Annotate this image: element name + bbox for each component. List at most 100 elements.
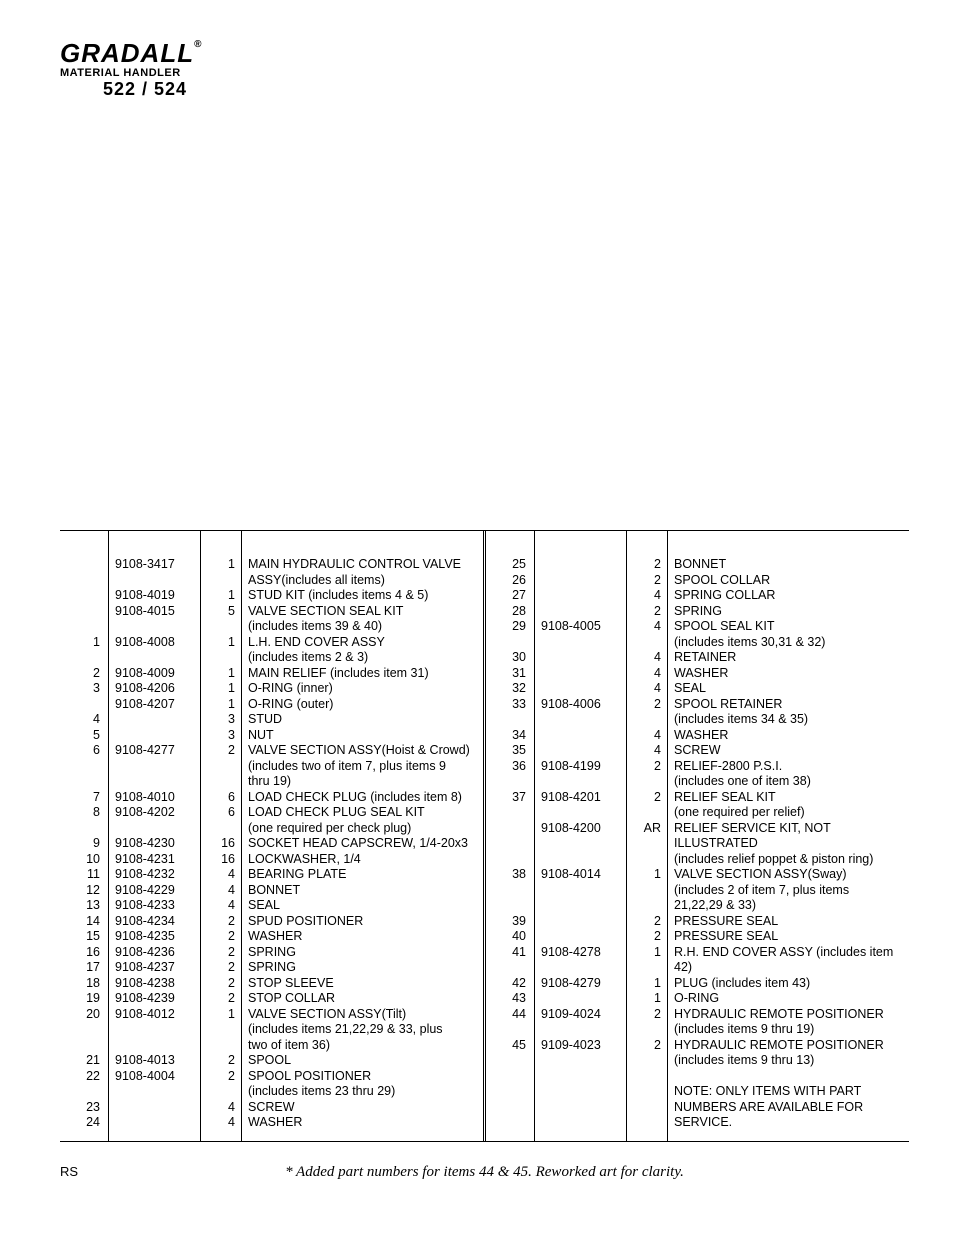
item-number: 44 <box>486 1007 526 1023</box>
quantity: AR <box>627 821 661 837</box>
quantity: 1 <box>201 666 235 682</box>
item-number: 41 <box>486 945 526 961</box>
description: SPRING <box>674 604 905 620</box>
quantity: 2 <box>627 759 661 775</box>
part-number: 9108-4200 <box>541 821 626 837</box>
part-number: 9108-4009 <box>115 666 200 682</box>
quantity: 2 <box>627 914 661 930</box>
description: LOCKWASHER, 1/4 <box>248 852 479 868</box>
item-number: 35 <box>486 743 526 759</box>
item-number: 30 <box>486 650 526 666</box>
item-number <box>60 588 100 604</box>
quantity: 3 <box>201 728 235 744</box>
part-number: 9108-4012 <box>115 1007 200 1023</box>
part-number <box>115 1115 200 1131</box>
quantity <box>627 1115 661 1131</box>
quantity: 4 <box>201 1115 235 1131</box>
quantity: 1 <box>627 867 661 883</box>
description: SPRING COLLAR <box>674 588 905 604</box>
quantity <box>201 821 235 837</box>
part-number <box>541 805 626 821</box>
item-number: 36 <box>486 759 526 775</box>
part-number: 9108-4232 <box>115 867 200 883</box>
description: (includes two of item 7, plus items 9 <box>248 759 479 775</box>
part-number: 9108-4235 <box>115 929 200 945</box>
item-number <box>486 960 526 976</box>
description: NOTE: ONLY ITEMS WITH PART <box>674 1084 905 1100</box>
item-number: 21 <box>60 1053 100 1069</box>
part-number <box>115 1038 200 1054</box>
part-number <box>115 821 200 837</box>
quantity: 4 <box>627 681 661 697</box>
quantity: 2 <box>627 557 661 573</box>
description: SEAL <box>248 898 479 914</box>
item-number <box>486 898 526 914</box>
item-number <box>486 1069 526 1085</box>
item-number: 20 <box>60 1007 100 1023</box>
description: SPRING <box>248 960 479 976</box>
item-number: 38 <box>486 867 526 883</box>
description: BEARING PLATE <box>248 867 479 883</box>
item-number <box>60 1038 100 1054</box>
quantity <box>627 883 661 899</box>
part-number <box>541 929 626 945</box>
part-number <box>115 619 200 635</box>
description: VALVE SECTION SEAL KIT <box>248 604 479 620</box>
item-number <box>60 1084 100 1100</box>
part-number <box>541 883 626 899</box>
part-number: 9108-4005 <box>541 619 626 635</box>
description: L.H. END COVER ASSY <box>248 635 479 651</box>
part-number <box>541 1069 626 1085</box>
quantity: 2 <box>201 1053 235 1069</box>
part-number <box>541 1084 626 1100</box>
description: SPRING <box>248 945 479 961</box>
part-number <box>115 573 200 589</box>
part-number <box>541 836 626 852</box>
description: O-RING <box>674 991 905 1007</box>
part-number: 9108-4277 <box>115 743 200 759</box>
description: O-RING (outer) <box>248 697 479 713</box>
item-number: 12 <box>60 883 100 899</box>
table-right-half: 2526272829 30313233 343536 37 38 394041 … <box>486 531 909 1141</box>
item-number: 31 <box>486 666 526 682</box>
part-number <box>541 666 626 682</box>
part-number: 9108-4236 <box>115 945 200 961</box>
description: WASHER <box>674 666 905 682</box>
item-number: 25 <box>486 557 526 573</box>
part-number: 9108-4278 <box>541 945 626 961</box>
item-number: 37 <box>486 790 526 806</box>
part-number <box>541 728 626 744</box>
quantity: 5 <box>201 604 235 620</box>
item-number: 23 <box>60 1100 100 1116</box>
part-number <box>541 743 626 759</box>
description: R.H. END COVER ASSY (includes item <box>674 945 905 961</box>
quantity: 4 <box>201 1100 235 1116</box>
quantity <box>201 619 235 635</box>
quantity <box>627 774 661 790</box>
item-number: 2 <box>60 666 100 682</box>
quantity: 2 <box>627 1007 661 1023</box>
quantity: 2 <box>201 914 235 930</box>
description: BONNET <box>674 557 905 573</box>
brand-text: GRADALL <box>60 38 194 68</box>
quantity <box>627 1069 661 1085</box>
item-number <box>60 573 100 589</box>
quantity <box>201 650 235 666</box>
part-number: 9108-4006 <box>541 697 626 713</box>
quantity <box>201 774 235 790</box>
part-number <box>541 914 626 930</box>
part-number <box>541 635 626 651</box>
quantity <box>627 960 661 976</box>
description: RELIEF-2800 P.S.I. <box>674 759 905 775</box>
part-number <box>115 1100 200 1116</box>
quantity <box>627 712 661 728</box>
part-number: 9109-4023 <box>541 1038 626 1054</box>
item-number <box>60 1022 100 1038</box>
quantity: 2 <box>201 1069 235 1085</box>
part-number: 9108-4014 <box>541 867 626 883</box>
part-number: 9108-4013 <box>115 1053 200 1069</box>
description: RELIEF SEAL KIT <box>674 790 905 806</box>
quantity <box>201 573 235 589</box>
item-number: 5 <box>60 728 100 744</box>
description: NUMBERS ARE AVAILABLE FOR <box>674 1100 905 1116</box>
